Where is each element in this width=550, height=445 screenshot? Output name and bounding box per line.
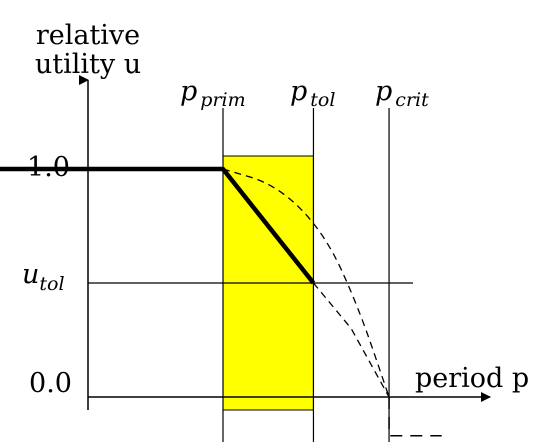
y-axis-title-line1: relative <box>36 20 140 51</box>
y-tick-label-0: 0.0 <box>29 368 72 399</box>
x-axis-title: period p <box>415 363 529 394</box>
utility-curve-dashed-tail <box>388 397 442 437</box>
marker-label-p-tol: p tol <box>290 76 335 111</box>
marker-label-p-crit: p crit <box>375 76 429 111</box>
utility-curve-dashed-lower <box>312 282 390 398</box>
y-axis-title-line2: utility u <box>35 49 141 80</box>
marker-label-p-prim: p prim <box>180 76 246 111</box>
utility-curve-dashed-upper <box>222 168 390 398</box>
y-tick-label-1: 1.0 <box>27 152 70 183</box>
utility-curve-solid <box>0 166 316 285</box>
u-tol-label: utol <box>22 259 65 295</box>
